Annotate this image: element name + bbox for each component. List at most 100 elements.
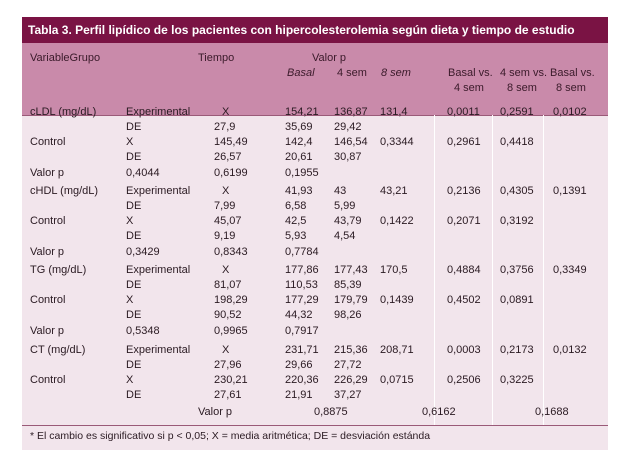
table-cell-group: 0,5348 <box>126 325 160 337</box>
table-cell-basal: 142,4 <box>285 136 313 148</box>
table-cell-basal: 21,91 <box>285 389 313 401</box>
table-cell-s8: 0,3344 <box>380 136 414 148</box>
table-cell-col2: 90,52 <box>214 309 242 321</box>
table-cell-col2: 0,9965 <box>214 325 248 337</box>
header-valor-p: Valor p <box>312 52 347 64</box>
table-cell-col2: 26,57 <box>214 151 242 163</box>
table-cell-p48: 0,2173 <box>500 344 534 356</box>
table-cell-group: X <box>126 136 134 148</box>
table-cell-tiempo: DE <box>126 121 142 133</box>
table-cell-pb8: 0,0102 <box>553 106 587 118</box>
table-cell-p48: 0,3225 <box>500 374 534 386</box>
table-cell-var: Valor p <box>30 246 65 258</box>
table-cell-tiempo: DE <box>126 359 142 371</box>
table-cell-p48: 0,4418 <box>500 136 534 148</box>
table-cell-group: X <box>126 294 134 306</box>
table-cell-group: DE <box>126 389 142 401</box>
table-cell-col2: 0,8343 <box>214 246 248 258</box>
header-8-sem: 8 sem <box>381 67 411 79</box>
table-cell-tiempo: X <box>222 264 230 276</box>
table-cell-s8: 43,21 <box>380 185 408 197</box>
header-4-vs-8-b: 8 sem <box>507 82 537 94</box>
table-cell-p48: 0,3192 <box>500 215 534 227</box>
header-basal-vs-4-a: Basal vs. <box>448 67 493 79</box>
table-cell-s4: 136,87 <box>334 106 368 118</box>
table-cell-s4: 5,99 <box>334 200 356 212</box>
table-cell-var: Control <box>30 136 66 148</box>
table-cell-s4: 4,54 <box>334 230 356 242</box>
header-tiempo: Tiempo <box>198 52 235 64</box>
table-cell-pb8: 0,0132 <box>553 344 587 356</box>
table-cell-s8: 0,1422 <box>380 215 414 227</box>
table-cell-col2: 9,19 <box>214 230 236 242</box>
header-basal-vs-8-b: 8 sem <box>556 82 586 94</box>
table-cell-pb4: 0,2071 <box>447 215 481 227</box>
table-cell-group: DE <box>126 309 142 321</box>
table-cell-s4: 43 <box>334 185 347 197</box>
table-cell-s4: 29,42 <box>334 121 362 133</box>
table-cell-pb4: 0,4884 <box>447 264 481 276</box>
table-footnote: * El cambio es significativo si p < 0,05… <box>30 430 431 442</box>
table-cell-var: Valor p <box>30 325 65 337</box>
table-cell-s4: 98,26 <box>334 309 362 321</box>
table-cell-basal: 110,53 <box>285 279 318 291</box>
table-cell-p48: 0,4305 <box>500 185 534 197</box>
table-cell-col2: 7,99 <box>214 200 236 212</box>
table-cell-s4: 43,79 <box>334 215 362 227</box>
table-cell-basal: 231,71 <box>285 344 319 356</box>
table-cell-s8: 0,0715 <box>380 374 414 386</box>
table-cell-basal: 177,86 <box>285 264 319 276</box>
table-cell-tiempo: X <box>222 344 230 356</box>
column-separator <box>434 115 435 425</box>
column-separator <box>492 115 493 425</box>
table-cell-group: 0,4044 <box>126 167 160 179</box>
header-4-sem: 4 sem <box>337 67 367 79</box>
table-cell-group: X <box>126 374 134 386</box>
last-row-value: 0,8875 <box>314 406 348 418</box>
table-cell-var: Control <box>30 215 66 227</box>
table-cell-basal: 42,5 <box>285 215 307 227</box>
table-cell-basal: 0,7917 <box>285 325 319 337</box>
table-cell-basal: 35,69 <box>285 121 313 133</box>
last-row-value: 0,1688 <box>535 406 569 418</box>
table-title: Tabla 3. Perfil lipídico de los paciente… <box>22 17 608 43</box>
table-header: VariableGrupo Tiempo Valor p Basal 4 sem… <box>22 43 608 115</box>
table-cell-p48: 0,2591 <box>500 106 534 118</box>
column-separator <box>543 115 544 425</box>
table-cell-var: CT (mg/dL) <box>30 344 86 356</box>
header-variable-grupo: VariableGrupo <box>30 52 101 64</box>
header-basal-vs-4-b: 4 sem <box>454 82 484 94</box>
header-rule <box>22 115 608 116</box>
table-cell-col2: 0,6199 <box>214 167 248 179</box>
table-cell-basal: 29,66 <box>285 359 313 371</box>
table-cell-tiempo: X <box>222 185 230 197</box>
table-cell-var: Control <box>30 294 66 306</box>
table-cell-col2: 81,07 <box>214 279 242 291</box>
table-cell-col2: 198,29 <box>214 294 248 306</box>
header-basal-vs-8-a: Basal vs. <box>550 67 595 79</box>
table-cell-pb4: 0,0011 <box>447 106 480 118</box>
table-cell-pb4: 0,4502 <box>447 294 481 306</box>
table-cell-p48: 0,0891 <box>500 294 534 306</box>
table-cell-basal: 154,21 <box>285 106 319 118</box>
table-cell-group: DE <box>126 151 142 163</box>
table-cell-s4: 85,39 <box>334 279 362 291</box>
table-cell-var: Control <box>30 374 66 386</box>
table-cell-basal: 0,1955 <box>285 167 319 179</box>
table-cell-pb4: 0,0003 <box>447 344 481 356</box>
table-cell-s4: 215,36 <box>334 344 368 356</box>
table-cell-group: Experimental <box>126 106 191 118</box>
table-cell-col2: 27,61 <box>214 389 242 401</box>
last-row-label: Valor p <box>198 406 233 418</box>
table-cell-tiempo: X <box>222 106 230 118</box>
table-cell-basal: 20,61 <box>285 151 313 163</box>
table-cell-var: cHDL (mg/dL) <box>30 185 99 197</box>
table-cell-s4: 37,27 <box>334 389 362 401</box>
table-cell-s8: 0,1439 <box>380 294 414 306</box>
table-cell-pb4: 0,2506 <box>447 374 481 386</box>
table-cell-s8: 131,4 <box>380 106 408 118</box>
table-cell-basal: 41,93 <box>285 185 313 197</box>
table-cell-var: Valor p <box>30 167 65 179</box>
table-cell-s4: 27,72 <box>334 359 362 371</box>
table-cell-basal: 44,32 <box>285 309 313 321</box>
